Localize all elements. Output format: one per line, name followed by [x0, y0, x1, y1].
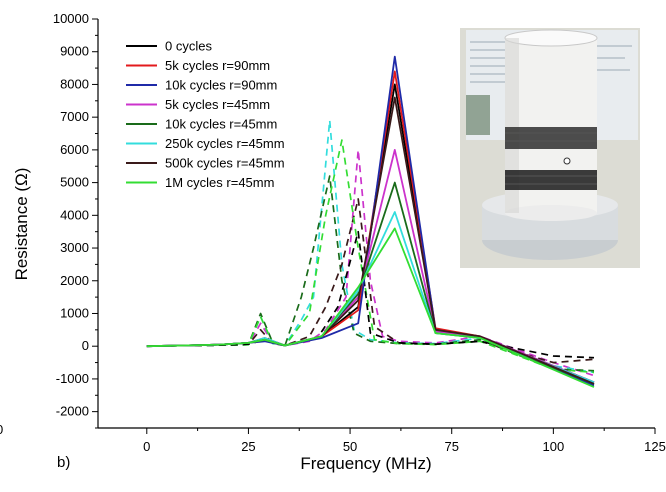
panel-label: b) [57, 454, 70, 471]
legend-label: 250k cycles r=45mm [165, 136, 285, 151]
legend: 0 cycles 5k cycles r=90mm 10k cycles r=90m… [126, 39, 285, 190]
y-tick-label: 10000 [53, 11, 89, 26]
y-tick-labels: -2000 -1000 0 1000 2000 3000 4000 5000 6000 7000 8… [53, 11, 98, 429]
y-tick-label: 1000 [60, 305, 89, 320]
legend-label: 5k cycles r=45mm [165, 97, 270, 112]
edge-label: 0 [0, 422, 3, 437]
y-tick-label: 9000 [60, 44, 89, 59]
x-tick-label: 125 [644, 439, 666, 454]
y-tick-label: 2000 [60, 273, 89, 288]
y-axis-title: Resistance (Ω) [12, 168, 31, 281]
legend-label: 5k cycles r=90mm [165, 58, 270, 73]
legend-label: 1M cycles r=45mm [165, 175, 274, 190]
series-lines [146, 55, 595, 388]
y-tick-label: 0 [82, 338, 89, 353]
y-tick-label: 3000 [60, 240, 89, 255]
y-tick-label: 8000 [60, 76, 89, 91]
dashed-series-line-12 [146, 139, 595, 374]
y-tick-label: 7000 [60, 109, 89, 124]
x-tick-label: 25 [241, 439, 255, 454]
legend-label: 0 cycles [165, 39, 212, 54]
x-axis-title: Frequency (MHz) [300, 454, 431, 473]
x-tick-labels: 0 25 50 75 100 125 [143, 428, 666, 454]
legend-label: 10k cycles r=45mm [165, 117, 277, 132]
y-tick-label: 5000 [60, 175, 89, 190]
axes [97, 19, 655, 429]
series-line-7 [146, 227, 595, 388]
inset-photo [460, 28, 640, 268]
x-tick-label: 50 [343, 439, 357, 454]
y-tick-label: 4000 [60, 207, 89, 222]
legend-label: 10k cycles r=90mm [165, 78, 277, 93]
y-tick-label: -1000 [56, 371, 89, 386]
legend-label: 500k cycles r=45mm [165, 156, 285, 171]
x-tick-label: 75 [444, 439, 458, 454]
y-tick-label: 6000 [60, 142, 89, 157]
x-tick-label: 100 [543, 439, 565, 454]
dashed-series-line-13 [146, 230, 595, 359]
x-tick-label: 0 [143, 439, 150, 454]
y-tick-label: -2000 [56, 404, 89, 419]
